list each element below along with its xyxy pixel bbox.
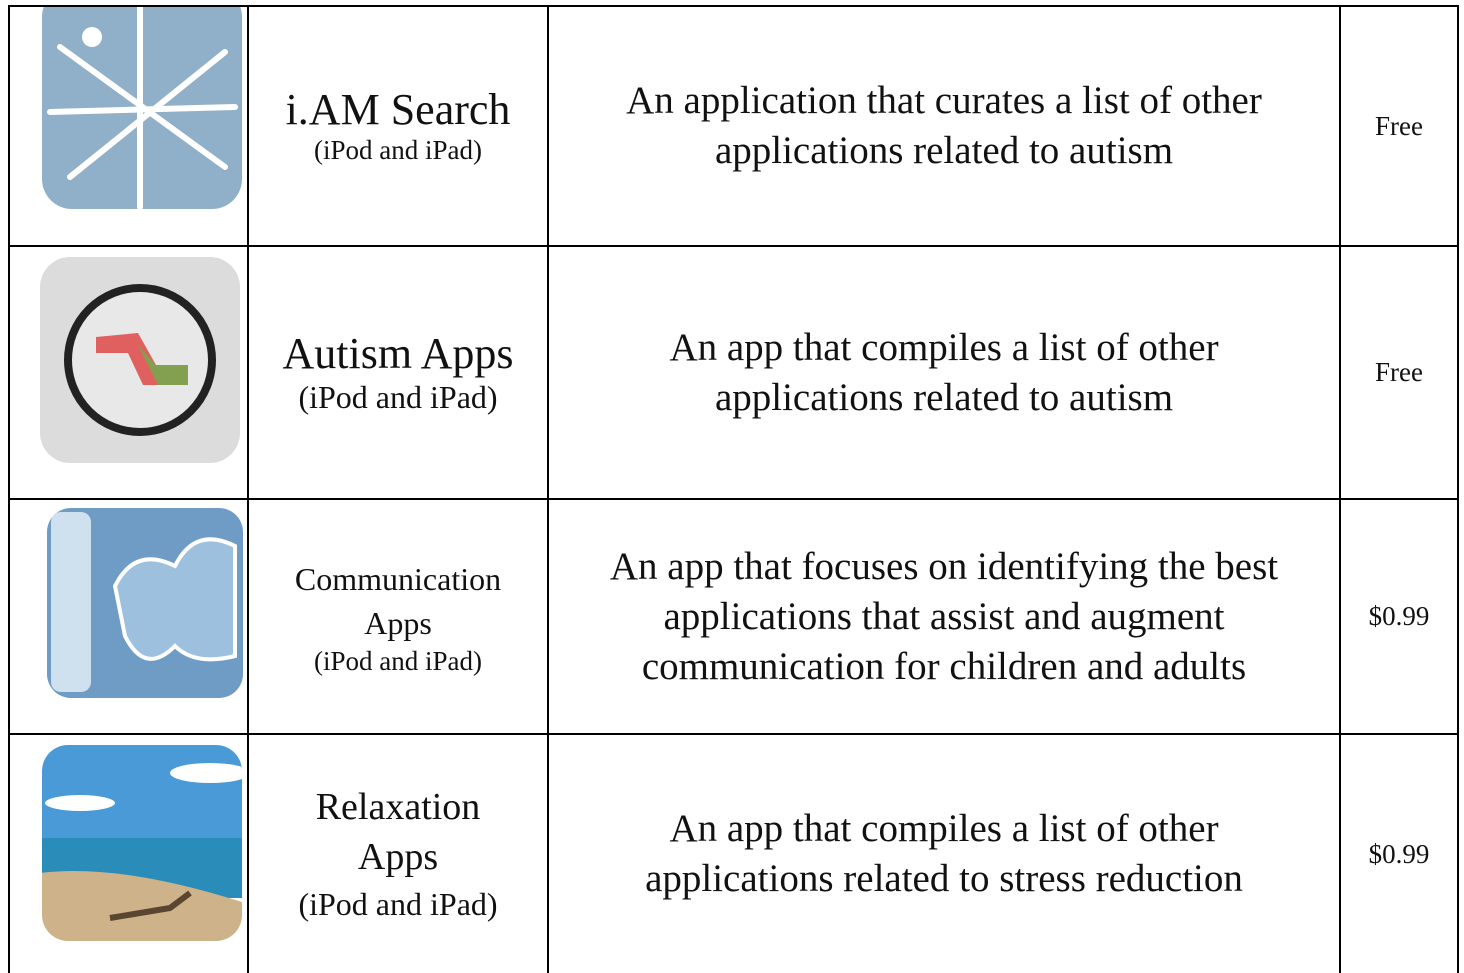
desc-cell: An app that compiles a list of other app… [547,245,1339,498]
app-name: i.AM Search [285,85,511,134]
icon-cell [8,5,247,245]
app-price: $0.99 [1368,838,1430,869]
desc-cell: An application that curates a list of ot… [547,5,1339,245]
icon-cell [8,245,247,498]
app-price: Free [1375,357,1423,387]
price-cell: $0.99 [1339,498,1459,733]
app-description: An app that compiles a list of other app… [669,325,1219,419]
price-cell: Free [1339,245,1459,498]
app-price: $0.99 [1368,601,1430,631]
app-icon [42,7,242,210]
app-name: Communication Apps [294,560,502,641]
app-platform: (iPod and iPad) [314,645,482,676]
name-cell: Communication Apps (iPod and iPad) [247,498,547,733]
app-description: An app that focuses on identifying the b… [609,544,1279,688]
icon-cell [8,733,247,973]
app-icon [47,508,243,698]
app-description: An application that curates a list of ot… [626,79,1262,172]
app-price: Free [1375,110,1423,141]
app-description: An app that compiles a list of other app… [645,807,1243,900]
app-name: Relaxation Apps [315,786,481,878]
icon-cell [8,498,247,733]
desc-cell: An app that compiles a list of other app… [547,733,1339,973]
app-icon [42,745,242,941]
app-platform: (iPod and iPad) [298,378,498,415]
price-cell: $0.99 [1339,733,1459,973]
name-cell: i.AM Search (iPod and iPad) [247,5,547,245]
app-name: Autism Apps [282,328,514,378]
app-platform: (iPod and iPad) [298,886,498,922]
desc-cell: An app that focuses on identifying the b… [547,498,1339,733]
price-cell: Free [1339,5,1459,245]
app-platform: (iPod and iPad) [314,135,482,165]
name-cell: Relaxation Apps (iPod and iPad) [247,733,547,973]
app-icon [40,257,240,463]
name-cell: Autism Apps (iPod and iPad) [247,245,547,498]
